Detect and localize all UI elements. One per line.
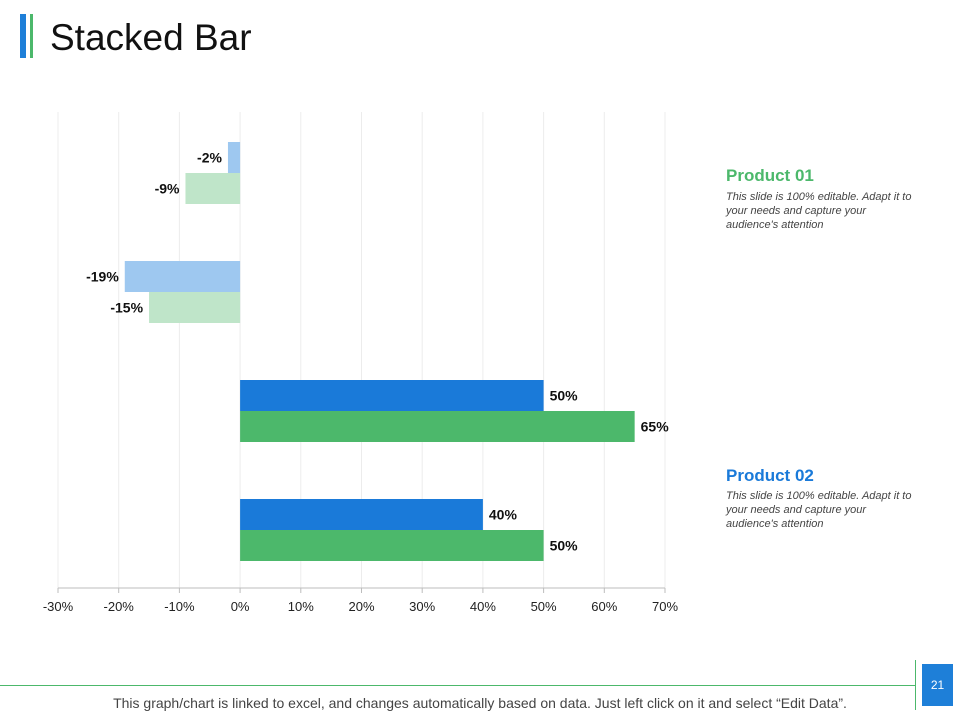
x-tick-label: -30% xyxy=(43,599,74,614)
x-tick-label: 70% xyxy=(652,599,678,614)
bar-product-01 xyxy=(240,411,635,442)
data-label: 50% xyxy=(550,538,579,554)
legend-desc-product-01: This slide is 100% editable. Adapt it to… xyxy=(726,191,912,231)
legend-title-product-01: Product 01 xyxy=(726,166,814,185)
title-accent-bar xyxy=(20,14,26,58)
x-tick-label: 0% xyxy=(231,599,250,614)
data-label: -15% xyxy=(110,300,143,316)
bar-product-02 xyxy=(227,142,241,173)
bar-product-02 xyxy=(240,499,483,530)
data-label: -2% xyxy=(197,150,222,166)
x-tick-label: 20% xyxy=(348,599,374,614)
stacked-bar-chart: -30% -20% -10% 0% 10% 20% 30% 40% 50% 60% 70% -2% -9… xyxy=(43,112,678,614)
footer-divider xyxy=(0,685,916,686)
footer-vertical-divider xyxy=(915,660,916,710)
x-tick-label: -10% xyxy=(164,599,195,614)
bar-product-01 xyxy=(149,292,241,323)
data-label: 50% xyxy=(550,388,579,404)
bar-product-01 xyxy=(240,530,544,561)
bar-product-02 xyxy=(124,261,241,292)
bar-product-02 xyxy=(240,380,544,411)
data-label: 40% xyxy=(489,507,518,523)
x-tick-label: 60% xyxy=(591,599,617,614)
x-tick-label: 10% xyxy=(288,599,314,614)
legend-title-product-02: Product 02 xyxy=(726,466,814,485)
x-tick-label: 30% xyxy=(409,599,435,614)
x-tick-label: 50% xyxy=(531,599,557,614)
legend-desc-product-02: This slide is 100% editable. Adapt it to… xyxy=(726,490,912,530)
data-label: -19% xyxy=(86,269,119,285)
data-label: 65% xyxy=(641,419,670,435)
x-tick-label: 40% xyxy=(470,599,496,614)
footer-note: This graph/chart is linked to excel, and… xyxy=(113,695,847,711)
x-tick-label: -20% xyxy=(104,599,135,614)
page-number: 21 xyxy=(922,664,953,706)
bar-product-01 xyxy=(185,173,241,204)
title-accent-bar-secondary xyxy=(30,14,33,58)
page-title: Stacked Bar xyxy=(50,17,252,58)
data-label: -9% xyxy=(155,181,180,197)
